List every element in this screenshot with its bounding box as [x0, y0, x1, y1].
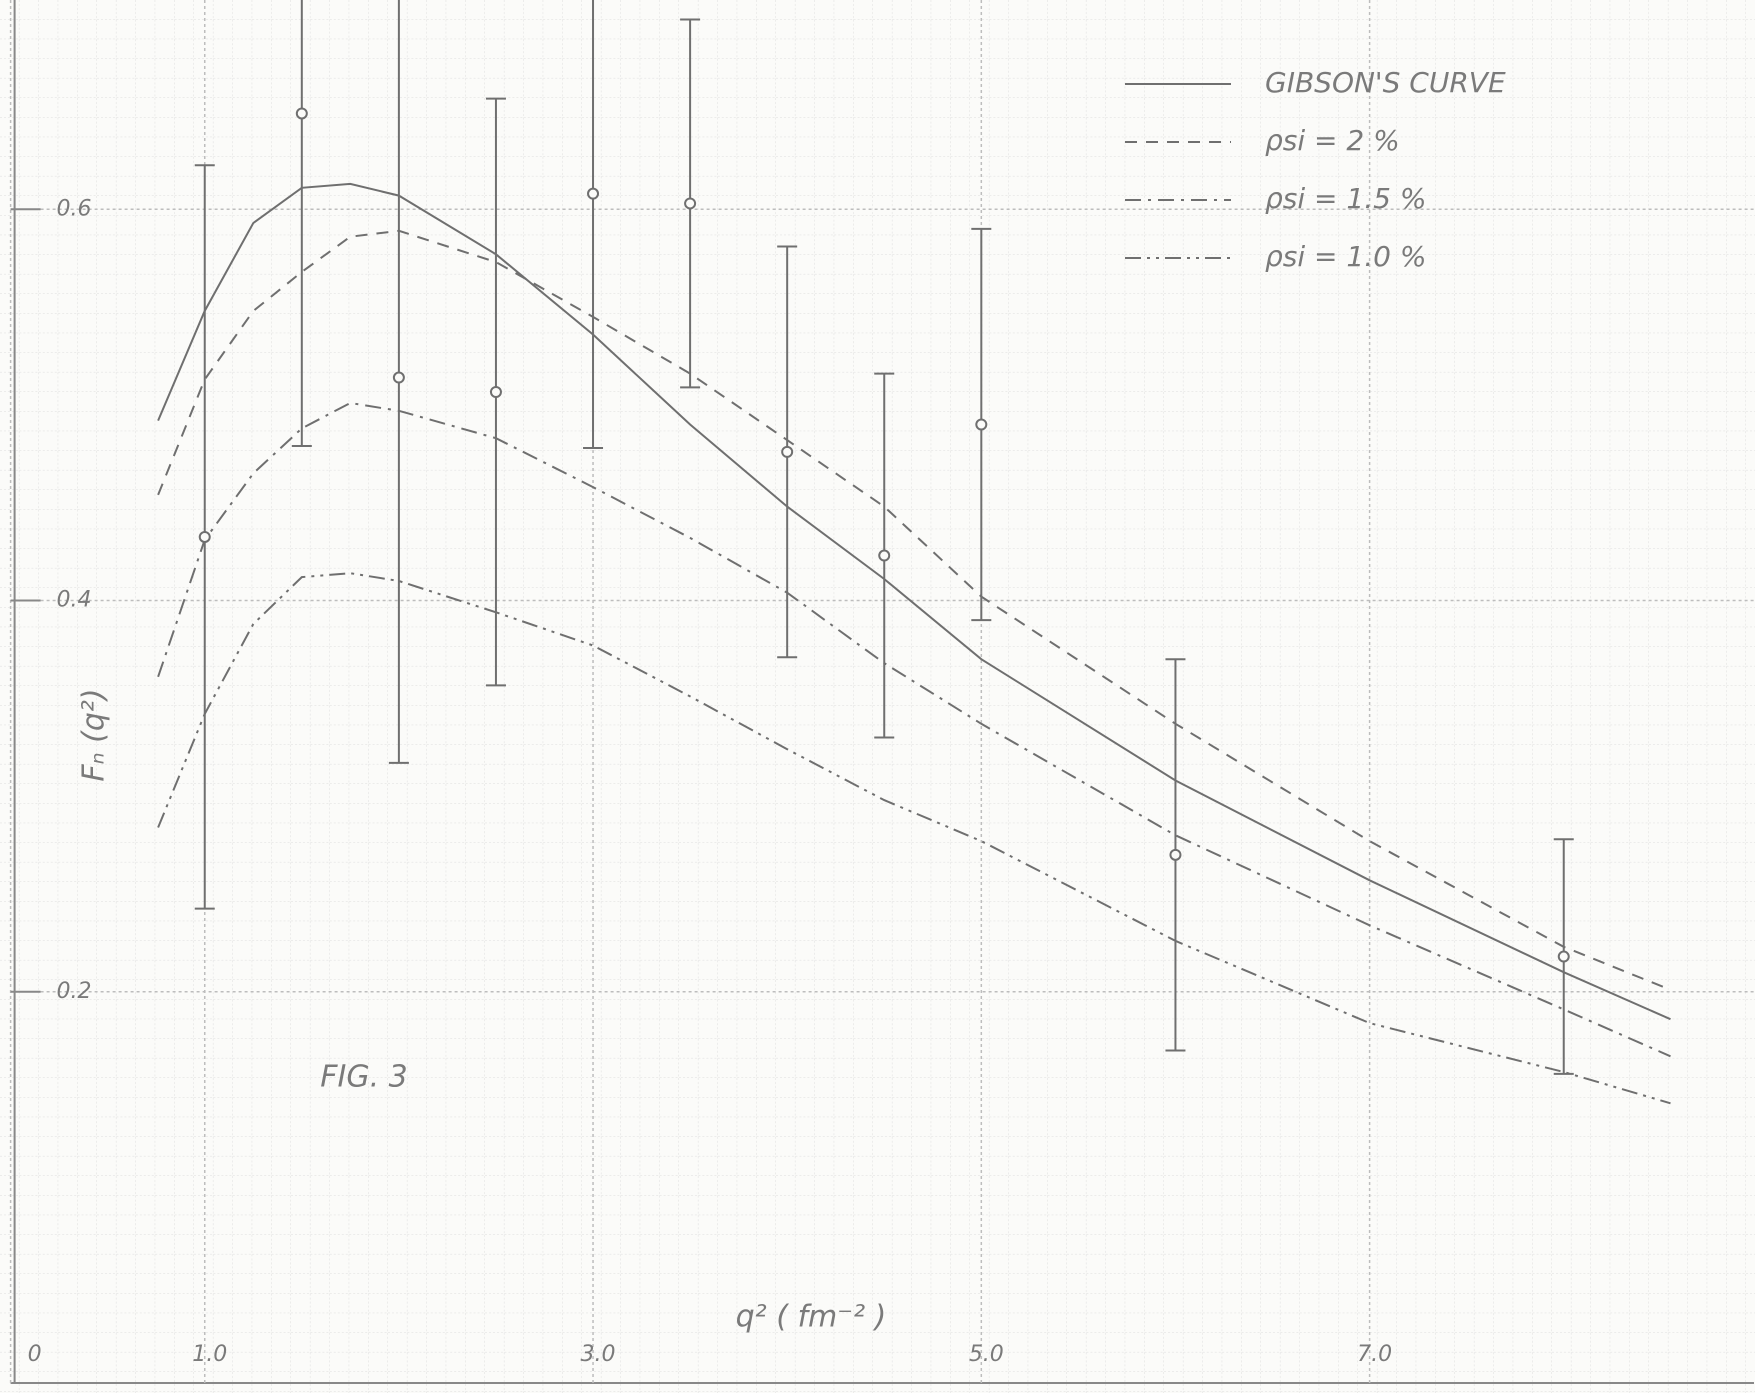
data-point	[878, 549, 891, 562]
figure-label: FIG. 3	[320, 1060, 408, 1095]
y-tick-label: 0.6	[57, 196, 92, 221]
data-point	[1169, 848, 1182, 861]
data-point	[587, 187, 600, 200]
data-point	[1557, 950, 1570, 963]
data-point	[781, 445, 794, 458]
plot-area	[157, 0, 1671, 1105]
y-tick-label: 0.2	[57, 979, 92, 1004]
data-point	[392, 371, 405, 384]
data-point	[975, 418, 988, 431]
legend-label: ρsi = 1.0 %	[1265, 240, 1426, 273]
x-tick-label: 5.0	[969, 1342, 1004, 1367]
legend-label: ρsi = 1.5 %	[1265, 182, 1426, 215]
curve	[157, 572, 1671, 1105]
x-tick-label: 3.0	[581, 1342, 616, 1367]
y-tick-label: 0.4	[57, 588, 92, 613]
legend-label: ρsi = 2 %	[1265, 124, 1400, 157]
legend-label: GIBSON'S CURVE	[1265, 66, 1506, 99]
x-axis-label: q² ( fm⁻² )	[736, 1300, 887, 1335]
data-point	[489, 386, 502, 399]
x-tick-label: 1.0	[192, 1342, 227, 1367]
data-point	[684, 197, 697, 210]
y-axis-label: Fₙ (q²)	[77, 688, 112, 781]
data-point	[198, 530, 211, 543]
x-tick-label: 0	[28, 1342, 42, 1367]
curve	[157, 401, 1671, 1058]
x-tick-label: 7.0	[1357, 1342, 1392, 1367]
data-point	[295, 107, 308, 120]
curve	[157, 182, 1671, 1021]
curve	[157, 229, 1671, 991]
